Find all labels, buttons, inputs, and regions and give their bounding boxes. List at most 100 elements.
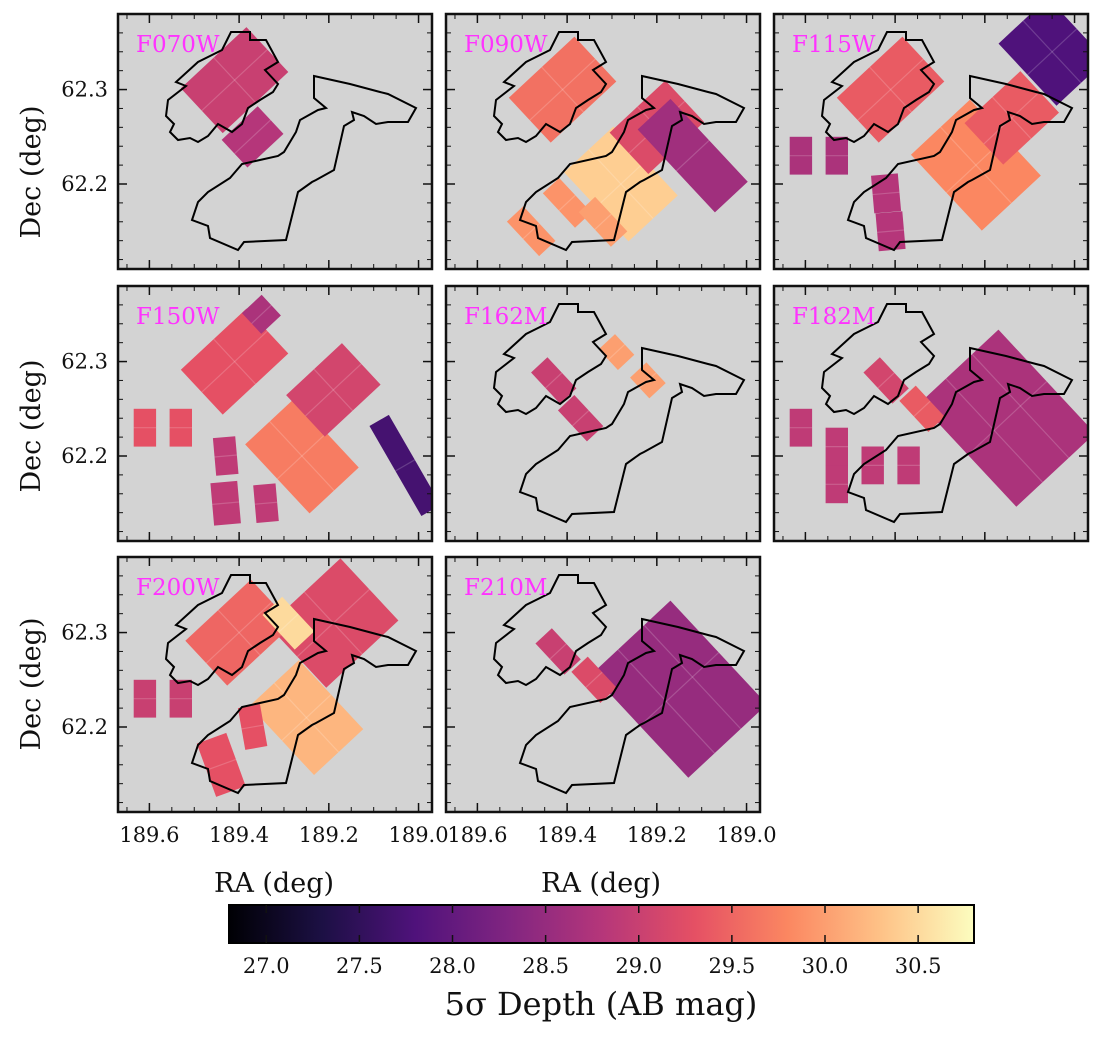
depth-field [133, 679, 157, 718]
x-tick-label: 189.2 [627, 823, 687, 847]
panel-f070w: 62.2 62.3 F070W [61, 12, 434, 271]
depth-field [210, 480, 241, 526]
depth-field [557, 395, 604, 442]
depth-field [180, 308, 289, 415]
footprint-outline-deep-east [846, 74, 1074, 252]
footprint-outline-deep-east [846, 346, 1074, 524]
depth-field [919, 329, 1088, 507]
colorbar-tick-label: 28.0 [429, 954, 476, 978]
panel-frame [116, 284, 434, 543]
colorbar-gradient [228, 904, 975, 944]
panel-ticks [118, 557, 432, 812]
y-tick-label: 62.3 [61, 78, 108, 102]
depth-field [825, 465, 848, 504]
filter-label: F162M [464, 304, 547, 330]
depth-field [789, 136, 813, 175]
depth-field [630, 362, 666, 399]
y-tick-label: 62.2 [61, 444, 108, 468]
colorbar-tick-label: 29.0 [615, 954, 662, 978]
panel-frame [772, 284, 1090, 543]
x-axis-title-col1: RA (deg) [541, 868, 661, 899]
depth-field [998, 14, 1088, 106]
depth-field [598, 334, 635, 371]
depth-field [253, 483, 279, 524]
depth-field [535, 628, 581, 675]
footprint-outline-deep-east [518, 346, 746, 524]
panel-ticks [446, 286, 760, 541]
y-axis-title-row1: Dec (deg) [16, 360, 47, 493]
y-tick-label: 62.2 [61, 172, 108, 196]
panel-f115w: F115W [772, 12, 1090, 271]
colorbar-title: 5σ Depth (AB mag) [445, 985, 758, 1023]
panel-f162m: F162M [444, 284, 762, 543]
depth-field [531, 357, 577, 404]
panel-ticks [774, 286, 1088, 541]
depth-field [212, 436, 239, 476]
filter-label: F182M [792, 304, 875, 330]
y-axis-title-row0: Dec (deg) [16, 106, 47, 239]
panel-ticks [774, 14, 1088, 269]
footprint-outline-deep-west [492, 574, 608, 687]
y-axis-title-row2: Dec (deg) [16, 618, 47, 751]
footprint-outline-deep-west [164, 574, 280, 687]
panel-ticks [118, 286, 432, 541]
panel-f150w: 62.2 62.3 F150W [61, 284, 434, 543]
depth-field [133, 408, 157, 447]
colorbar-ticks: 27.0 27.5 28.0 28.5 29.0 29.5 30.0 30.5 [243, 905, 942, 978]
filter-label: F200W [136, 575, 220, 601]
depth-field [169, 679, 192, 718]
y-tick-label: 62.3 [61, 350, 108, 374]
depth-field [180, 27, 289, 134]
panel-frame [444, 284, 762, 543]
depth-field [871, 173, 902, 214]
footprint-outline-deep-east [518, 617, 746, 795]
footprint-outline-deep-west [820, 31, 936, 144]
x-tick-label: 189.6 [119, 823, 179, 847]
footprint-outline-deep-west [492, 303, 608, 416]
depth-field [591, 600, 760, 778]
x-tick-label: 189.4 [537, 823, 597, 847]
x-tick-label: 189.2 [299, 823, 359, 847]
filter-label: F210M [464, 575, 547, 601]
colorbar-tick-label: 27.0 [243, 954, 290, 978]
depth-field [237, 704, 268, 750]
panel-f210m: 189.6 189.4 189.2 189.0 F210M [444, 555, 777, 847]
panel-frame [444, 555, 762, 814]
x-tick-label: 189.4 [209, 823, 269, 847]
depth-field [899, 385, 945, 433]
colorbar-tick-label: 30.5 [895, 954, 942, 978]
panel-ticks [118, 14, 432, 269]
depth-field [508, 36, 617, 143]
panel-f090w: F090W [444, 12, 762, 271]
x-tick-label: 189.0 [388, 823, 448, 847]
x-axis-title-col0: RA (deg) [214, 868, 334, 899]
depth-field [897, 446, 920, 485]
panel-f182m: F182M [772, 284, 1090, 543]
depth-field [196, 732, 246, 797]
colorbar-tick-label: 29.5 [708, 954, 755, 978]
depth-field [262, 596, 315, 650]
panel-ticks [446, 557, 760, 812]
filter-label: F115W [792, 32, 876, 58]
colorbar-tick-label: 30.0 [802, 954, 849, 978]
depth-field [542, 178, 592, 228]
x-tick-label: 189.6 [447, 823, 507, 847]
depth-field [825, 427, 848, 466]
footprint-outline-deep-west [164, 31, 280, 144]
depth-field [825, 136, 848, 175]
depth-field [245, 398, 359, 514]
depth-field [836, 36, 945, 143]
depth-field [564, 126, 678, 242]
filter-label: F070W [136, 32, 220, 58]
depth-field [875, 211, 906, 252]
y-tick-label: 62.3 [61, 621, 108, 645]
depth-field [863, 357, 909, 404]
colorbar: 27.0 27.5 28.0 28.5 29.0 29.5 30.0 30.5 5σ Dept… [228, 904, 975, 1023]
panel-ticks [446, 14, 760, 269]
depth-field [571, 656, 617, 704]
panel-frame [444, 12, 762, 271]
depth-field [169, 408, 192, 447]
depth-field [241, 294, 281, 334]
panel-frame [116, 12, 434, 271]
